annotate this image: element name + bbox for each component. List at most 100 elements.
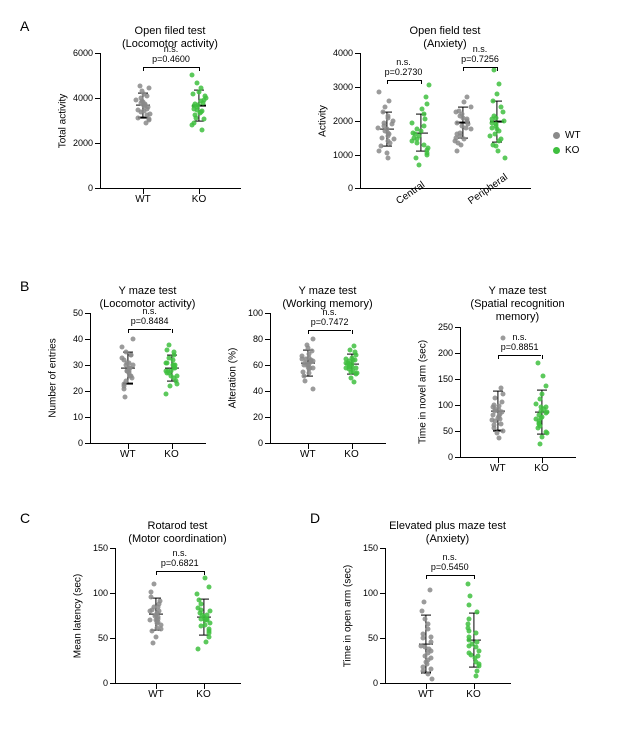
y-tick-label: 100	[93, 588, 108, 598]
data-point	[535, 360, 540, 365]
data-point	[501, 118, 506, 123]
data-point	[385, 127, 390, 132]
data-point	[491, 423, 496, 428]
chart-open-field-locomotor: Open filed test(Locomotor activity)Total…	[100, 25, 240, 189]
y-tick-label: 0	[88, 183, 93, 193]
data-point	[423, 95, 428, 100]
legend-label-wt: WT	[565, 130, 581, 141]
y-tick	[110, 638, 116, 639]
data-point	[425, 672, 430, 677]
sig-label: n.s.p=0.6821	[161, 549, 199, 569]
data-point	[455, 140, 460, 145]
data-point	[350, 358, 355, 363]
y-tick	[355, 155, 361, 156]
data-point	[148, 594, 153, 599]
sig-bracket-drop	[352, 330, 353, 334]
sig-bracket-drop	[497, 67, 498, 71]
data-point	[497, 407, 502, 412]
panel-label-b: B	[20, 278, 29, 294]
data-point	[461, 100, 466, 105]
sig-label: n.s.p=0.7472	[311, 308, 349, 328]
y-tick	[355, 121, 361, 122]
data-point	[454, 110, 459, 115]
data-point	[194, 115, 199, 120]
y-tick-label: 200	[438, 348, 453, 358]
y-tick	[380, 548, 386, 549]
data-point	[195, 647, 200, 652]
data-point	[462, 137, 467, 142]
figure: WT KO A B C D Open filed test(Locomotor …	[10, 10, 607, 723]
data-point	[379, 135, 384, 140]
data-point	[157, 609, 162, 614]
data-point	[538, 424, 543, 429]
y-tick	[455, 405, 461, 406]
plot-area: Alteration (%)020406080100WTKOn.s.p=0.74…	[270, 313, 386, 444]
data-point	[121, 384, 126, 389]
data-point	[491, 402, 496, 407]
y-tick	[355, 188, 361, 189]
data-point	[495, 149, 500, 154]
data-point	[343, 360, 348, 365]
data-point	[167, 384, 172, 389]
data-point	[420, 107, 425, 112]
data-point	[380, 110, 385, 115]
sig-bracket-drop	[128, 329, 129, 333]
y-tick	[95, 188, 101, 189]
sig-bracket	[387, 80, 421, 81]
data-point	[203, 576, 208, 581]
data-point	[352, 380, 357, 385]
data-point	[166, 342, 171, 347]
x-tick-label: KO	[344, 449, 358, 460]
data-point	[385, 150, 390, 155]
data-point	[474, 630, 479, 635]
y-tick-label: 0	[258, 438, 263, 448]
y-tick-label: 100	[363, 588, 378, 598]
data-point	[129, 373, 134, 378]
data-point	[455, 132, 460, 137]
data-point	[465, 95, 470, 100]
data-point	[152, 582, 157, 587]
data-point	[429, 648, 434, 653]
data-point	[165, 347, 170, 352]
data-point	[124, 368, 129, 373]
y-tick	[85, 365, 91, 366]
data-point	[413, 156, 418, 161]
data-point	[170, 363, 175, 368]
y-tick-label: 4000	[333, 48, 353, 58]
y-tick-label: 150	[93, 543, 108, 553]
sig-bracket-drop	[474, 575, 475, 579]
y-tick-label: 60	[253, 360, 263, 370]
data-point	[467, 616, 472, 621]
y-tick-label: 50	[368, 633, 378, 643]
data-point	[174, 373, 179, 378]
sig-bracket-drop	[156, 571, 157, 575]
y-tick	[355, 53, 361, 54]
chart-open-field-anxiety: Open field test(Anxiety)Activity01000200…	[360, 25, 530, 189]
sig-bracket	[463, 67, 497, 68]
data-point	[352, 343, 357, 348]
data-point	[388, 140, 393, 145]
panel-label-a: A	[20, 18, 29, 34]
data-point	[306, 371, 311, 376]
data-point	[491, 412, 496, 417]
data-point	[300, 369, 305, 374]
y-tick-label: 40	[253, 386, 263, 396]
data-point	[538, 405, 543, 410]
data-point	[477, 661, 482, 666]
x-tick-label: WT	[135, 194, 151, 205]
data-point	[421, 112, 426, 117]
y-tick	[85, 313, 91, 314]
y-tick-label: 30	[73, 360, 83, 370]
data-point	[467, 650, 472, 655]
y-tick-label: 150	[363, 543, 378, 553]
y-tick-label: 6000	[73, 48, 93, 58]
data-point	[457, 113, 462, 118]
data-point	[502, 156, 507, 161]
data-point	[425, 102, 430, 107]
y-tick	[455, 327, 461, 328]
chart-title: Elevated plus maze test(Anxiety)	[385, 520, 510, 546]
data-point	[423, 645, 428, 650]
data-point	[165, 360, 170, 365]
data-point	[207, 609, 212, 614]
sig-bracket	[426, 575, 474, 576]
